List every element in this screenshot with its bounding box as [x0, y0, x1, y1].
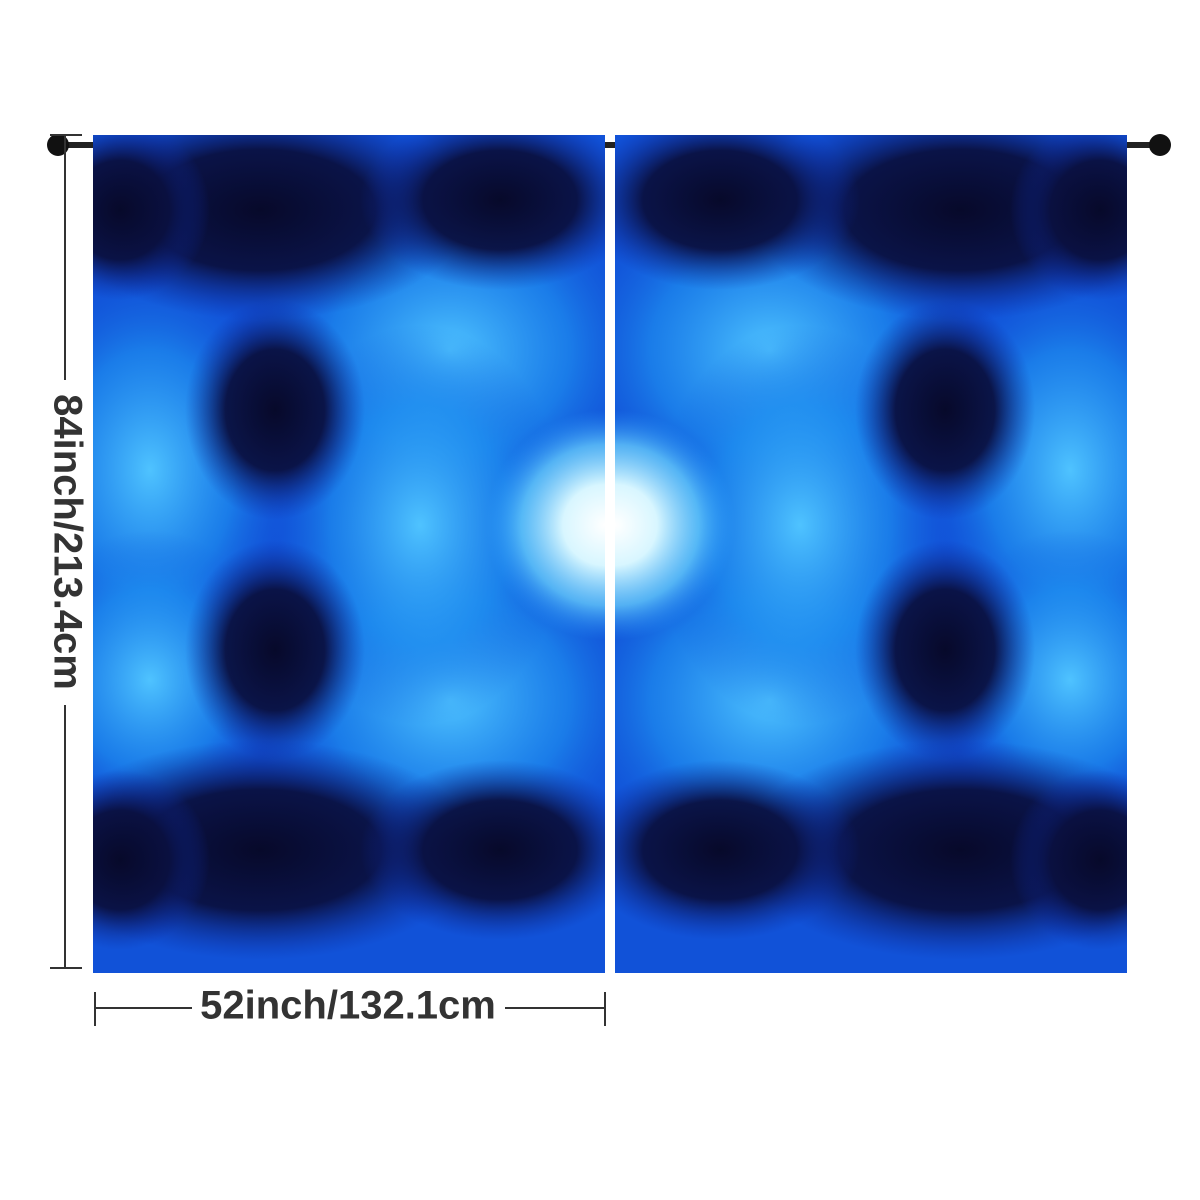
- curtain-rod: [55, 142, 1165, 148]
- height-label: 84inch/213.4cm: [45, 394, 89, 690]
- width-dimension: [94, 992, 606, 1026]
- height-dimension: [50, 134, 82, 969]
- rod-finial: [1149, 134, 1171, 156]
- width-label: 52inch/132.1cm: [200, 984, 496, 1028]
- rod-finial: [47, 134, 69, 156]
